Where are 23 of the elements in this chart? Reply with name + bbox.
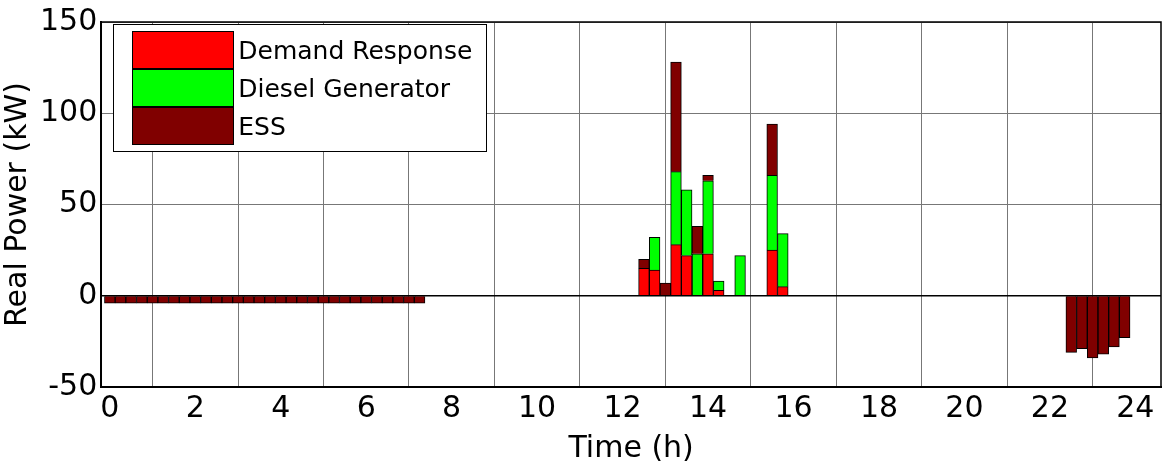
y-tick-label: 50 <box>59 184 98 220</box>
legend-label: Diesel Generator <box>238 73 451 103</box>
x-axis-title: Time (h) <box>567 428 694 464</box>
legend-label: ESS <box>238 111 286 141</box>
x-tick-label: 0 <box>100 388 120 424</box>
y-axis-title: Real Power (kW) <box>0 82 33 327</box>
x-tick-label: 22 <box>1030 388 1069 424</box>
x-tick-label: 12 <box>603 388 642 424</box>
x-tick-label: 20 <box>945 388 984 424</box>
x-tick-label: 24 <box>1116 388 1155 424</box>
x-tick-label: 10 <box>518 388 557 424</box>
x-tick-label: 16 <box>774 388 813 424</box>
y-tick-label: 0 <box>78 275 98 311</box>
y-tick-label: 100 <box>40 93 98 129</box>
x-tick-label: 14 <box>688 388 728 424</box>
x-tick-label: 4 <box>271 388 291 424</box>
x-tick-label: 2 <box>185 388 205 424</box>
y-tick-label: 150 <box>40 1 98 37</box>
x-tick-label: 6 <box>356 388 376 424</box>
legend-label: Demand Response <box>238 35 473 65</box>
x-tick-label: 8 <box>442 388 462 424</box>
x-tick-label: 18 <box>859 388 899 424</box>
y-tick-label: -50 <box>48 366 98 402</box>
